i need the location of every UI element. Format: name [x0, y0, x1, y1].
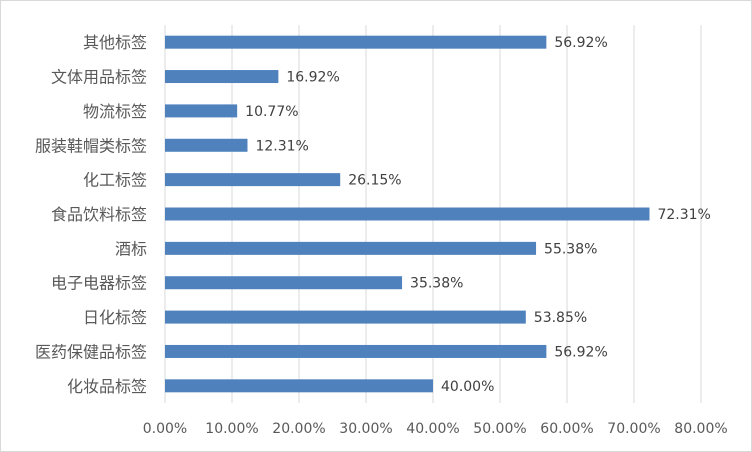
category-label: 化工标签: [83, 171, 147, 190]
category-label: 文体用品标签: [51, 68, 147, 87]
data-labels: 56.92% 16.92% 10.77% 12.31% 26.15% 72.31% 55.3…: [245, 35, 711, 395]
bar: [165, 35, 547, 49]
x-tick-label: 10.00%: [205, 421, 258, 437]
bar: [165, 241, 537, 255]
category-label: 化妆品标签: [67, 377, 147, 396]
bar: [165, 207, 650, 221]
data-label: 12.31%: [255, 138, 308, 154]
bar: [165, 276, 403, 290]
data-label: 55.38%: [544, 241, 597, 257]
data-label: 40.00%: [441, 379, 494, 395]
category-labels: 其他标签文体用品标签物流标签服装鞋帽类标签化工标签食品饮料标签酒标电子电器标签日…: [35, 33, 147, 396]
bar: [165, 173, 341, 187]
bar: [165, 344, 547, 358]
x-tick-label: 0.00%: [143, 421, 187, 437]
category-label: 服装鞋帽类标签: [35, 136, 147, 155]
data-label: 56.92%: [554, 344, 607, 360]
bar: [165, 138, 248, 152]
bar: [165, 70, 279, 84]
bars: [165, 35, 650, 393]
data-label: 72.31%: [657, 207, 710, 223]
x-tick-labels: 0.00% 10.00% 20.00% 30.00% 40.00% 50.00% 60.00…: [143, 421, 728, 437]
data-label: 56.92%: [554, 35, 607, 51]
category-label: 其他标签: [83, 33, 147, 52]
bar: [165, 104, 238, 118]
x-tick-label: 60.00%: [540, 421, 593, 437]
x-tick-label: 30.00%: [339, 421, 392, 437]
data-label: 10.77%: [245, 104, 298, 120]
data-label: 16.92%: [286, 70, 339, 86]
category-label: 医药保健品标签: [35, 342, 147, 361]
data-label: 26.15%: [348, 173, 401, 189]
data-label: 53.85%: [534, 310, 587, 326]
category-label: 酒标: [115, 239, 147, 258]
x-tick-label: 80.00%: [674, 421, 727, 437]
x-tick-label: 70.00%: [607, 421, 660, 437]
category-label: 食品饮料标签: [51, 205, 147, 224]
bar: [165, 310, 526, 324]
x-tick-label: 50.00%: [473, 421, 526, 437]
x-tick-label: 40.00%: [406, 421, 459, 437]
x-tick-label: 20.00%: [272, 421, 325, 437]
data-label: 35.38%: [410, 276, 463, 292]
category-label: 电子电器标签: [51, 274, 147, 293]
bar: [165, 379, 433, 393]
category-label: 物流标签: [83, 102, 147, 121]
category-label: 日化标签: [83, 308, 147, 327]
